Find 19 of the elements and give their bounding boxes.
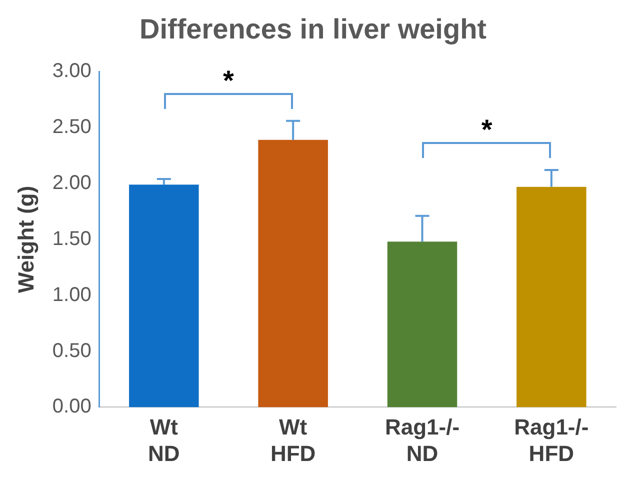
annotation: * [223,64,234,97]
bar [387,242,458,408]
y-axis-title: Weight (g) [13,186,38,293]
y-tick-label: 0.50 [52,340,92,362]
y-tick-label: 0.00 [52,396,92,418]
bar [129,184,199,408]
x-tick-label: Rag1-/- ND [384,414,460,466]
annotation: * [481,114,492,146]
bar [258,140,328,408]
x-tick-label: Rag1-/- HFD [514,414,589,466]
x-tick-label: Wt ND [148,414,180,466]
y-tick-label: 1.50 [52,228,92,250]
y-tick-label: 2.50 [52,116,92,138]
chart-title: Differences in liver weight [140,14,486,45]
y-tick-label: 2.00 [52,172,92,194]
y-tick-label: 3.00 [52,60,92,82]
y-tick-label: 1.00 [52,284,92,306]
bar [516,186,586,408]
x-tick-label: Wt HFD [270,414,316,466]
